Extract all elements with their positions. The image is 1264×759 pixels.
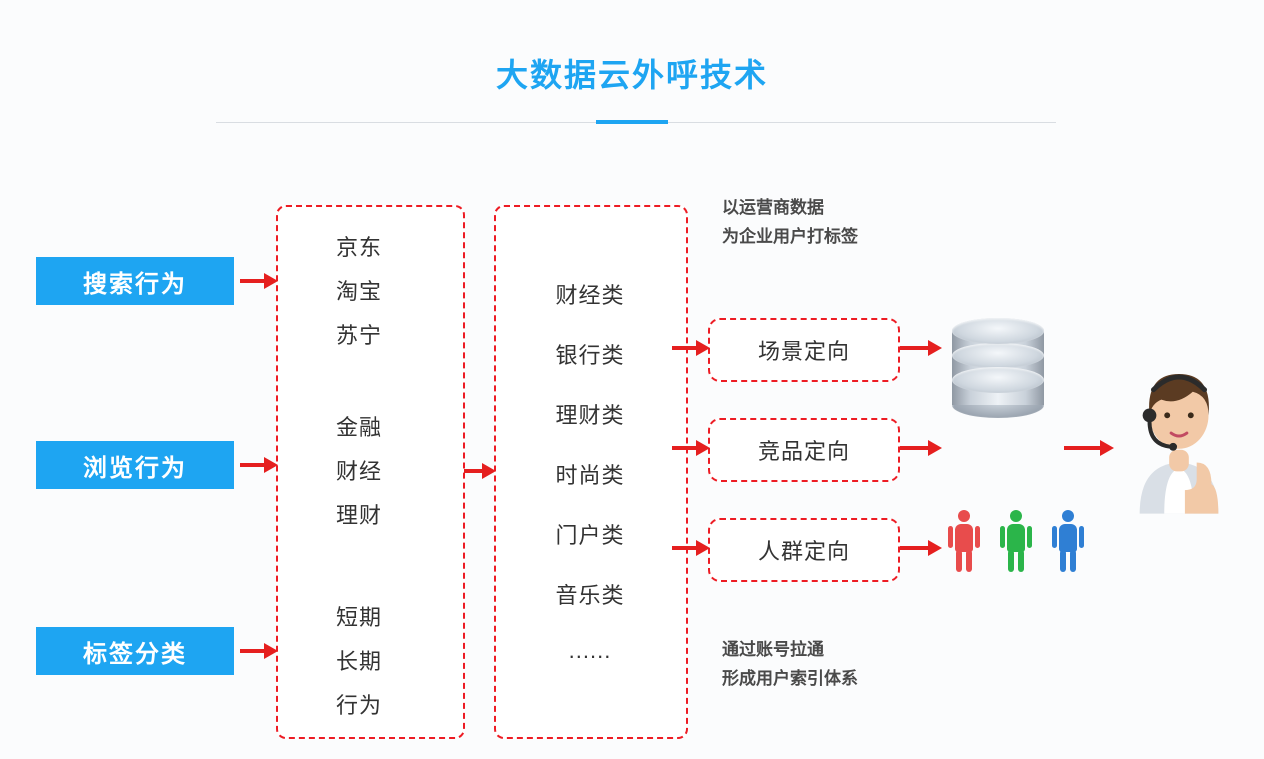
- column-2-list: 财经类银行类理财类时尚类门户类音乐类......: [530, 278, 650, 664]
- caption-top: 以运营商数据 为企业用户打标签: [722, 194, 858, 252]
- arrow-tag-0: [240, 278, 276, 284]
- category-item: 财经类: [555, 278, 624, 310]
- group-term-item: 行为: [336, 688, 382, 720]
- group-term: 短期长期行为: [336, 600, 382, 720]
- arrow-tag-1: [240, 462, 276, 468]
- group-finance-item: 金融: [336, 410, 382, 442]
- arrow-col1-col2: [464, 468, 494, 474]
- group-term-item: 长期: [336, 644, 382, 676]
- people-icon-group: [948, 510, 1084, 572]
- caption-top-line2: 为企业用户打标签: [722, 223, 858, 252]
- caption-top-line1: 以运营商数据: [722, 194, 858, 223]
- database-icon: [952, 318, 1044, 418]
- group-shops-item: 淘宝: [336, 274, 382, 306]
- group-finance-item: 财经: [336, 454, 382, 486]
- tag-tag: 标签分类: [36, 627, 234, 675]
- category-item: 门户类: [555, 518, 624, 550]
- category-item: 银行类: [555, 338, 624, 370]
- caption-bottom: 通过账号拉通 形成用户索引体系: [722, 636, 858, 694]
- group-shops-item: 苏宁: [336, 318, 382, 350]
- group-finance-item: 理财: [336, 498, 382, 530]
- arrow-tag-2: [240, 648, 276, 654]
- person-icon: [1000, 510, 1032, 572]
- arrow-target-out-0: [900, 345, 940, 351]
- group-finance: 金融财经理财: [336, 410, 382, 530]
- target-scene: 场景定向: [708, 318, 900, 382]
- tag-search: 搜索行为: [36, 257, 234, 305]
- category-item: 音乐类: [555, 578, 624, 610]
- category-item: 时尚类: [555, 458, 624, 490]
- divider-accent: [596, 120, 668, 124]
- group-shops-item: 京东: [336, 230, 382, 262]
- caption-bottom-line2: 形成用户索引体系: [722, 665, 858, 694]
- tag-browse: 浏览行为: [36, 441, 234, 489]
- arrow-to-target-1: [672, 445, 708, 451]
- caption-bottom-line1: 通过账号拉通: [722, 636, 858, 665]
- arrow-to-target-2: [672, 545, 708, 551]
- arrow-target-out-2: [900, 545, 940, 551]
- group-term-item: 短期: [336, 600, 382, 632]
- group-shops: 京东淘宝苏宁: [336, 230, 382, 350]
- arrow-to-agent: [1064, 445, 1112, 451]
- arrow-to-target-0: [672, 345, 708, 351]
- person-icon: [948, 510, 980, 572]
- page-title: 大数据云外呼技术: [0, 50, 1264, 96]
- arrow-target-out-1: [900, 445, 940, 451]
- person-icon: [1052, 510, 1084, 572]
- category-item: ......: [569, 638, 612, 664]
- target-compete: 竞品定向: [708, 418, 900, 482]
- category-item: 理财类: [555, 398, 624, 430]
- target-crowd: 人群定向: [708, 518, 900, 582]
- call-agent-icon: [1120, 355, 1238, 515]
